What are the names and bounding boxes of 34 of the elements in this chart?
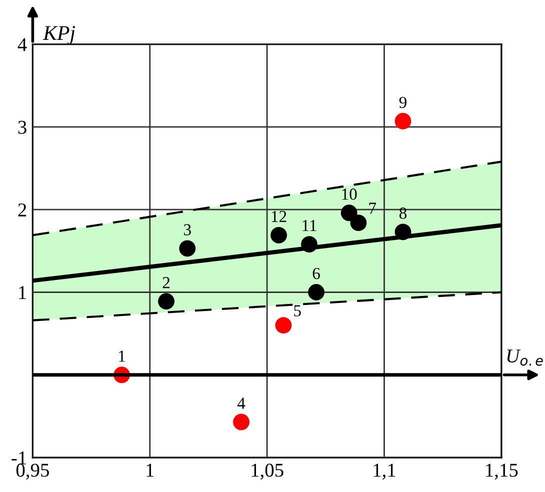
- y-tick-label: 4: [18, 38, 27, 52]
- annotation: 5: [294, 305, 301, 316]
- annotation: 3: [184, 224, 191, 236]
- x-tick-label: 1,15: [486, 464, 518, 480]
- point: [308, 284, 324, 300]
- point: [233, 414, 250, 430]
- point: [394, 112, 412, 130]
- annotation: 2: [162, 277, 170, 288]
- point: [270, 227, 287, 244]
- y-tick-label: -1: [12, 451, 26, 464]
- point: [340, 204, 358, 222]
- annotation: 12: [272, 210, 286, 222]
- point: [179, 240, 196, 257]
- annotation: 8: [399, 208, 407, 219]
- x-tick-label: 1,1: [374, 464, 396, 480]
- point: [301, 236, 318, 253]
- annotation: 1: [119, 350, 125, 362]
- x-axis-title: U$_{o.e}$: [507, 350, 543, 366]
- y-axis-title: KPj: [42, 26, 76, 44]
- x-tick-label: 1: [146, 464, 154, 477]
- point: [394, 224, 412, 240]
- point: [350, 214, 367, 232]
- x-tick-label: 0,95: [16, 464, 49, 480]
- annotation: 6: [312, 268, 320, 280]
- y-tick-label: 3: [18, 120, 26, 134]
- annotation: 9: [399, 96, 406, 108]
- annotation: 4: [237, 398, 246, 409]
- x-tick-label: 1,05: [252, 464, 284, 480]
- point: [158, 293, 174, 310]
- y-tick-label: 1: [19, 286, 26, 299]
- point: [275, 317, 292, 334]
- annotation: 11: [302, 220, 316, 232]
- annotation: 10: [342, 188, 357, 200]
- y-tick-label: 2: [18, 203, 26, 216]
